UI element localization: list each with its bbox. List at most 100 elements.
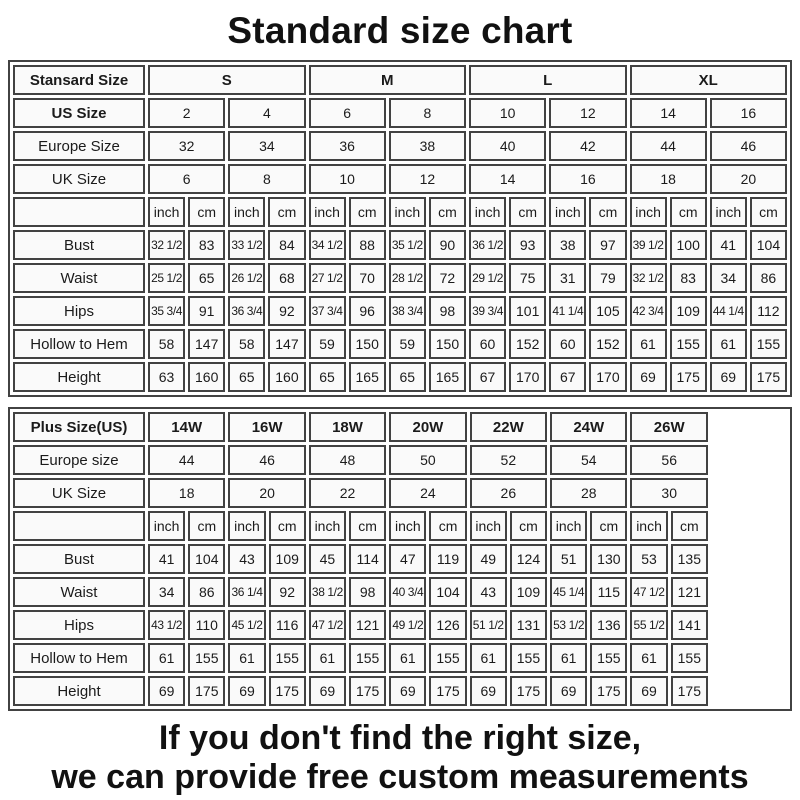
table-cell: 41 [148, 544, 186, 574]
footer-line-1: If you don't find the right size, [158, 719, 642, 757]
table-cell: 56 [630, 445, 708, 475]
table-cell: cm [669, 197, 707, 227]
table-cell: 155 [670, 643, 708, 673]
table-cell: 65 [308, 362, 346, 392]
table-cell: 131 [509, 610, 548, 640]
table-cell: inch [388, 197, 426, 227]
table-cell: 84 [268, 230, 306, 260]
table-cell: 35 1/2 [388, 230, 426, 260]
table-cell: 59 [308, 329, 346, 359]
row-label-uk-size-plus: UK Size [13, 478, 145, 508]
table-cell: 43 [228, 544, 266, 574]
table-cell: 175 [509, 676, 548, 706]
table-row: Hips 35 3/4 91 36 3/4 92 37 3/4 96 38 3/4 98 39 … [13, 296, 787, 326]
table-cell: 39 3/4 [469, 296, 507, 326]
table-cell: 98 [349, 577, 387, 607]
row-label-bust: Bust [13, 230, 145, 260]
table-cell: 101 [509, 296, 547, 326]
table-cell: 32 1/2 [148, 230, 186, 260]
row-label-waist: Waist [13, 263, 145, 293]
table-cell: 116 [268, 610, 306, 640]
table-cell: inch [148, 511, 186, 541]
table-cell: 49 [469, 544, 507, 574]
table-cell: 104 [429, 577, 467, 607]
table-cell: 109 [669, 296, 707, 326]
table-cell: inch [709, 197, 747, 227]
table-cell: 34 [148, 577, 186, 607]
table-cell: 34 [228, 131, 306, 161]
table-row: Stansard Size S M L XL [13, 65, 787, 95]
table-cell: 121 [349, 610, 387, 640]
table-cell: 2 [148, 98, 226, 128]
table-cell: XL [629, 65, 787, 95]
row-label-waist-plus: Waist [13, 577, 145, 607]
table-cell: 69 [148, 676, 186, 706]
plus-table-header-label: Plus Size(US) [13, 412, 145, 442]
table-cell: 58 [148, 329, 186, 359]
table-cell: 155 [509, 643, 548, 673]
table-cell: 47 [389, 544, 427, 574]
table-cell: 52 [469, 445, 548, 475]
table-cell: 155 [590, 643, 628, 673]
table-cell: 97 [589, 230, 627, 260]
table-cell: 61 [148, 643, 186, 673]
table-cell: 152 [589, 329, 627, 359]
table-cell: inch [469, 511, 507, 541]
table-cell: 65 [188, 263, 226, 293]
table-cell: 16W [228, 412, 306, 442]
table-cell: 51 1/2 [469, 610, 507, 640]
table-cell: inch [549, 197, 587, 227]
table-cell: 130 [590, 544, 628, 574]
table-cell: 83 [669, 263, 707, 293]
table-cell: 41 1/4 [549, 296, 587, 326]
units-row-empty-label [13, 197, 145, 227]
table-cell: 165 [348, 362, 386, 392]
table-cell: 45 [308, 544, 347, 574]
table-cell: 28 1/2 [388, 263, 426, 293]
table-cell: 150 [348, 329, 386, 359]
table-cell: cm [268, 511, 306, 541]
table-cell: 112 [749, 296, 787, 326]
table-cell: 60 [549, 329, 587, 359]
table-cell: cm [589, 197, 627, 227]
table-cell: 175 [188, 676, 226, 706]
row-label-hollow-to-hem: Hollow to Hem [13, 329, 145, 359]
table-cell: 175 [749, 362, 787, 392]
table-cell: 18 [629, 164, 707, 194]
table-cell: 4 [228, 98, 306, 128]
table-cell: 60 [469, 329, 507, 359]
table-cell: cm [749, 197, 787, 227]
table-cell: 20 [228, 478, 306, 508]
table-cell: 46 [709, 131, 787, 161]
table-row: Hollow to Hem 58 147 58 147 59 150 59 150 60 152 6… [13, 329, 787, 359]
table-cell: 53 [630, 544, 668, 574]
standard-table-header-label: Stansard Size [13, 65, 145, 95]
table-cell: 86 [749, 263, 787, 293]
table-cell: 121 [670, 577, 708, 607]
table-row: inch cm inch cm inch cm inch cm inch cm inch cm inch… [13, 511, 787, 541]
table-cell: 86 [188, 577, 226, 607]
table-cell: 160 [188, 362, 226, 392]
table-row: Bust 41 104 43 109 45 114 47 119 49 124 51 130 53 135 [13, 544, 787, 574]
table-cell: 83 [188, 230, 226, 260]
table-cell: L [469, 65, 627, 95]
table-cell: 160 [268, 362, 306, 392]
table-cell: 34 1/2 [308, 230, 346, 260]
table-cell: 61 [308, 643, 347, 673]
table-cell: 36 [308, 131, 386, 161]
table-cell: 165 [428, 362, 466, 392]
table-cell: inch [228, 197, 266, 227]
table-cell: 14W [148, 412, 226, 442]
table-cell: inch [550, 511, 588, 541]
table-cell: 61 [389, 643, 427, 673]
plus-size-table: Plus Size(US) 14W 16W 18W 20W 22W 24W 26W Euro… [8, 407, 792, 711]
row-label-height: Height [13, 362, 145, 392]
table-cell: 22W [469, 412, 548, 442]
table-row: Europe size 44 46 48 50 52 54 56 [13, 445, 787, 475]
table-cell: 43 [469, 577, 507, 607]
table-cell: 6 [308, 98, 386, 128]
table-cell: 69 [389, 676, 427, 706]
row-label-uk-size: UK Size [13, 164, 145, 194]
table-cell: inch [469, 197, 507, 227]
table-cell: 18W [308, 412, 387, 442]
